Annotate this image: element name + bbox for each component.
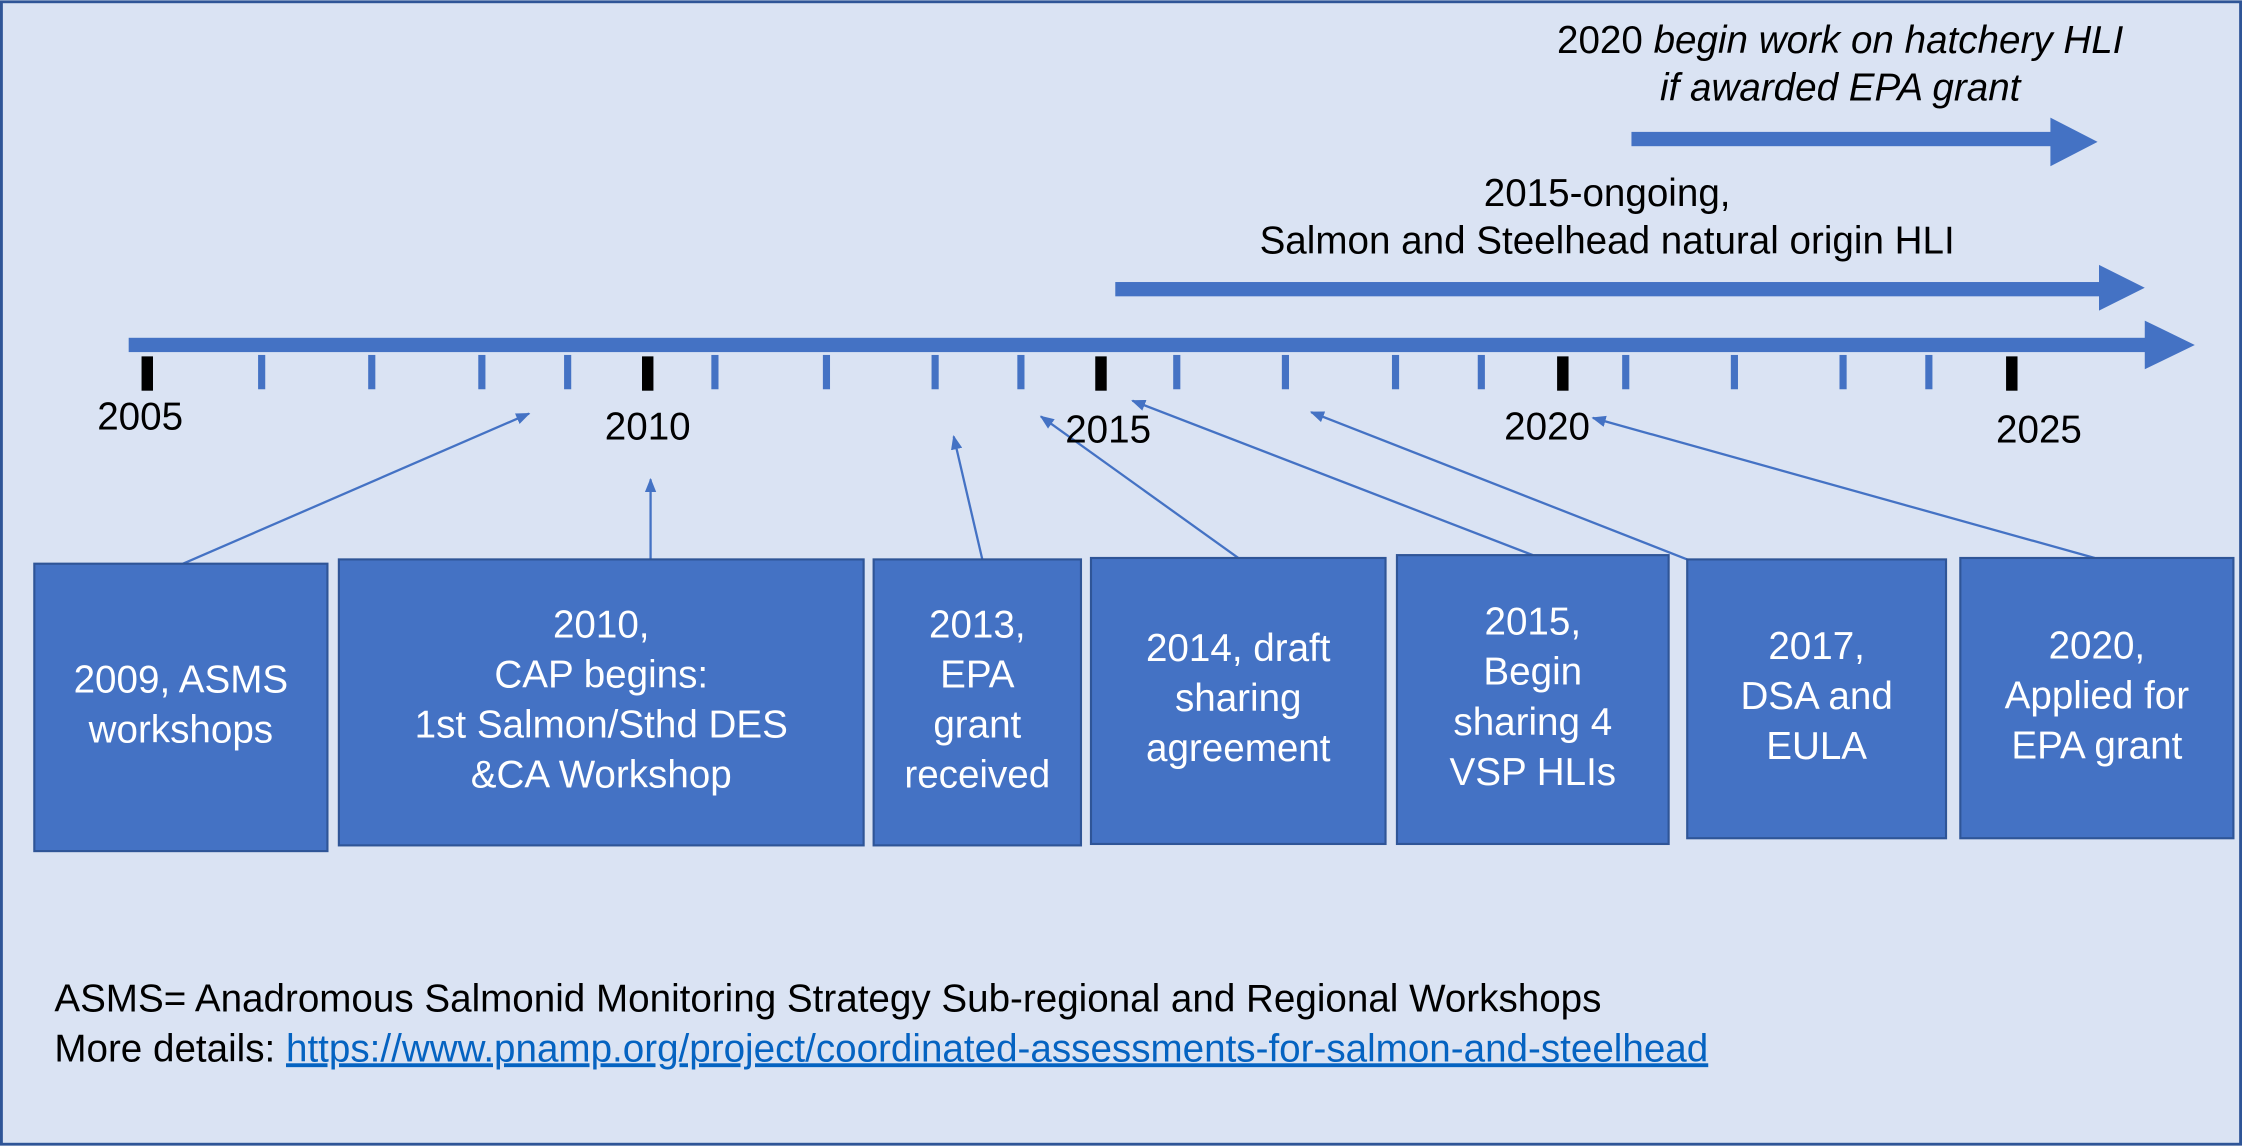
event-label: agreement — [1146, 727, 1331, 770]
span-label: 2020 begin work on hatchery HLI — [1557, 19, 2124, 62]
span-label: if awarded EPA grant — [1660, 67, 2023, 110]
year-label: 2025 — [1996, 408, 2082, 451]
minor-tick — [1622, 354, 1630, 390]
year-label: 2020 — [1504, 406, 1590, 449]
connectors — [182, 399, 2096, 565]
event-label: VSP HLIs — [1449, 751, 1616, 794]
connector — [1039, 415, 1239, 559]
connector — [951, 435, 984, 560]
year-label: 2015 — [1065, 408, 1151, 451]
span-label: Salmon and Steelhead natural origin HLI — [1260, 220, 1955, 263]
event-label: EULA — [1766, 725, 1867, 768]
major-tick — [2006, 356, 2018, 391]
span-arrow — [1115, 282, 2105, 297]
minor-tick — [564, 354, 572, 390]
event-label: EPA — [940, 654, 1015, 697]
major-tick — [141, 356, 153, 391]
event-box — [1089, 556, 1387, 846]
year-label: 2005 — [97, 395, 183, 438]
span-arrowhead — [2050, 117, 2098, 167]
event-label: received — [904, 754, 1050, 797]
span-text: 2015-ongoing, — [1484, 172, 1731, 215]
event-box — [33, 562, 329, 853]
event-label: Applied for — [2005, 674, 2190, 717]
minor-tick — [1477, 354, 1485, 390]
minor-tick — [1925, 354, 1933, 390]
event-label: sharing 4 — [1453, 701, 1612, 744]
details-link[interactable]: https://www.pnamp.org/project/coordinate… — [286, 1027, 1708, 1070]
event-label: 2014, draft — [1146, 627, 1331, 670]
event-label: EPA grant — [2011, 724, 2182, 767]
event-label: 2013, — [929, 604, 1026, 647]
event-label: workshops — [88, 709, 273, 752]
event-label: 1st Salmon/Sthd DES — [415, 704, 788, 747]
span-text: Salmon and Steelhead natural origin HLI — [1260, 220, 1955, 263]
axis-arrowhead — [2144, 320, 2195, 370]
event-label: 2020, — [2049, 624, 2146, 667]
span-text: if awarded EPA grant — [1660, 67, 2023, 110]
event-box — [1395, 554, 1670, 846]
event-label: 2010, — [553, 604, 650, 647]
event-box — [337, 558, 865, 847]
footer-details: More details: https://www.pnamp.org/proj… — [54, 1027, 1708, 1070]
span-text: begin work on hatchery HLI — [1654, 19, 2124, 62]
connector — [1131, 399, 1534, 557]
minor-tick — [931, 354, 939, 390]
minor-tick — [822, 354, 831, 390]
event-label: Begin — [1483, 651, 1582, 694]
footer-definition: ASMS= Anadromous Salmonid Monitoring Str… — [54, 977, 1601, 1020]
minor-tick — [1730, 354, 1738, 390]
event-label: 2015, — [1484, 601, 1581, 644]
minor-tick — [1281, 354, 1290, 390]
span-arrow — [1631, 131, 2055, 147]
event-box — [1686, 558, 1948, 840]
event-box — [1959, 556, 2235, 840]
event-label: CAP begins: — [494, 654, 708, 697]
minor-tick — [258, 354, 266, 390]
event-label: DSA and — [1740, 675, 1892, 718]
minor-tick — [711, 354, 719, 390]
minor-tick — [368, 354, 376, 390]
minor-tick — [1173, 354, 1181, 390]
major-tick — [642, 356, 654, 391]
axis-line — [128, 337, 2152, 353]
span-arrowhead — [2099, 264, 2145, 311]
details-label: More details: — [54, 1027, 275, 1070]
minor-tick — [1391, 354, 1400, 390]
minor-tick — [478, 354, 486, 390]
minor-tick — [1017, 354, 1025, 390]
major-tick — [1557, 356, 1569, 391]
minor-tick — [1839, 354, 1847, 390]
year-label: 2010 — [605, 406, 691, 449]
event-label: 2009, ASMS — [74, 659, 289, 702]
connector — [1591, 415, 2096, 560]
connector — [182, 412, 531, 565]
span-label: 2015-ongoing, — [1484, 172, 1731, 215]
span-year: 2020 — [1557, 19, 1643, 62]
connector — [1309, 411, 1688, 561]
major-tick — [1095, 356, 1107, 391]
event-label: 2017, — [1768, 625, 1865, 668]
event-box — [872, 558, 1083, 847]
event-label: grant — [933, 704, 1021, 747]
event-label: sharing — [1175, 677, 1302, 720]
event-label: &CA Workshop — [471, 754, 732, 797]
